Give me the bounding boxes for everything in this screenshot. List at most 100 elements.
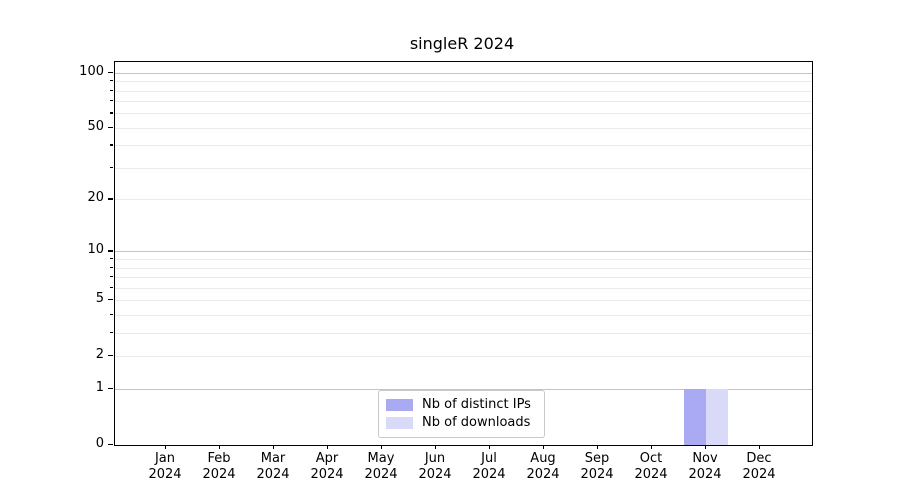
y-minor-tick-mark — [110, 80, 113, 82]
y-minor-tick-mark — [110, 89, 113, 91]
y-gridline-minor — [114, 332, 812, 334]
chart-title: singleR 2024 — [409, 34, 515, 53]
x-tick-label: Jun 2024 — [405, 451, 465, 483]
x-tick-month: Mar — [260, 451, 286, 466]
legend-label-downloads: Nb of downloads — [422, 415, 531, 430]
x-tick-year: 2024 — [256, 467, 290, 482]
x-tick-label: Dec 2024 — [729, 451, 789, 483]
y-gridline-minor — [114, 259, 812, 261]
x-tick-mark — [489, 445, 491, 450]
y-gridline-minor — [114, 90, 812, 92]
x-tick-mark — [435, 445, 437, 450]
x-tick-label: Apr 2024 — [297, 451, 357, 483]
y-tick-mark — [108, 443, 113, 445]
y-gridline-minor — [114, 267, 812, 269]
x-tick-label: May 2024 — [351, 451, 411, 483]
y-minor-tick-mark — [110, 144, 113, 146]
x-tick-year: 2024 — [742, 467, 776, 482]
x-tick-label: Aug 2024 — [513, 451, 573, 483]
y-gridline-major — [114, 72, 812, 74]
x-tick-mark — [651, 445, 653, 450]
x-tick-year: 2024 — [364, 467, 398, 482]
x-tick-month: Dec — [746, 451, 772, 466]
x-tick-year: 2024 — [418, 467, 452, 482]
y-gridline-minor — [114, 199, 812, 201]
y-tick-mark — [108, 71, 113, 74]
legend-swatch-distinct-ips — [386, 399, 413, 411]
bar-nb-of-downloads-nov-2024 — [706, 388, 728, 445]
y-minor-tick-mark — [110, 112, 113, 114]
x-tick-label: Nov 2024 — [675, 451, 735, 483]
y-gridline-minor — [114, 287, 812, 289]
x-tick-year: 2024 — [310, 467, 344, 482]
y-tick-label: 100 — [79, 63, 104, 79]
x-tick-month: Aug — [530, 451, 556, 466]
legend: Nb of distinct IPs Nb of downloads — [378, 390, 545, 438]
y-tick-label: 0 — [95, 435, 104, 451]
y-tick-label: 20 — [87, 190, 104, 206]
x-tick-year: 2024 — [472, 467, 506, 482]
plot-area — [113, 61, 813, 446]
x-tick-mark — [219, 445, 221, 450]
y-minor-tick-mark — [110, 266, 113, 268]
y-minor-tick-mark — [110, 286, 113, 288]
y-minor-tick-mark — [110, 258, 113, 260]
x-tick-month: Jul — [481, 451, 497, 466]
y-gridline-major — [114, 251, 812, 253]
y-tick-label: 10 — [87, 242, 104, 258]
y-tick-label: 5 — [95, 291, 104, 307]
y-gridline-minor — [114, 277, 812, 279]
y-gridline-minor — [114, 145, 812, 147]
x-tick-month: May — [367, 451, 395, 466]
x-tick-mark — [759, 445, 761, 450]
x-tick-mark — [327, 445, 329, 450]
x-tick-label: Oct 2024 — [621, 451, 681, 483]
x-tick-label: Jan 2024 — [135, 451, 195, 483]
legend-swatch-downloads — [386, 417, 413, 429]
legend-item-downloads: Nb of downloads — [386, 415, 536, 431]
legend-label-distinct-ips: Nb of distinct IPs — [422, 397, 531, 412]
y-minor-tick-mark — [110, 276, 113, 278]
bar-nb-of-distinct-ips-nov-2024 — [684, 388, 706, 445]
x-tick-mark — [597, 445, 599, 450]
x-tick-month: Sep — [584, 451, 610, 466]
y-tick-mark — [108, 126, 113, 129]
x-tick-month: Feb — [207, 451, 231, 466]
y-gridline-major — [114, 388, 812, 390]
y-gridline-minor — [114, 314, 812, 316]
y-minor-tick-mark — [110, 331, 113, 334]
y-gridline-minor — [114, 356, 812, 358]
x-tick-year: 2024 — [634, 467, 668, 482]
y-minor-tick-mark — [110, 100, 113, 102]
x-tick-year: 2024 — [580, 467, 614, 482]
x-tick-year: 2024 — [202, 467, 236, 482]
x-tick-month: Oct — [639, 451, 663, 466]
y-gridline-minor — [114, 168, 812, 169]
x-tick-label: Jul 2024 — [459, 451, 519, 483]
x-tick-year: 2024 — [148, 467, 182, 482]
x-tick-month: Jan — [154, 451, 176, 466]
x-tick-mark — [381, 445, 383, 450]
y-gridline-minor — [114, 101, 812, 103]
y-gridline-minor — [114, 300, 812, 302]
y-gridline-minor — [114, 113, 812, 115]
y-tick-label: 2 — [95, 347, 104, 363]
x-tick-label: Sep 2024 — [567, 451, 627, 483]
x-tick-year: 2024 — [688, 467, 722, 482]
y-tick-mark — [108, 355, 113, 357]
y-gridline-minor — [114, 81, 812, 83]
x-tick-label: Mar 2024 — [243, 451, 303, 483]
x-tick-mark — [705, 445, 707, 450]
y-tick-label: 1 — [95, 379, 104, 395]
y-gridline-minor — [114, 127, 812, 129]
x-tick-mark — [543, 445, 545, 450]
x-tick-month: Jun — [424, 451, 446, 466]
legend-item-distinct-ips: Nb of distinct IPs — [386, 397, 536, 413]
y-tick-label: 50 — [87, 118, 104, 134]
x-tick-mark — [273, 445, 275, 450]
y-tick-mark — [108, 250, 113, 252]
y-tick-mark — [108, 387, 113, 389]
y-minor-tick-mark — [110, 167, 113, 169]
x-tick-mark — [165, 445, 167, 450]
